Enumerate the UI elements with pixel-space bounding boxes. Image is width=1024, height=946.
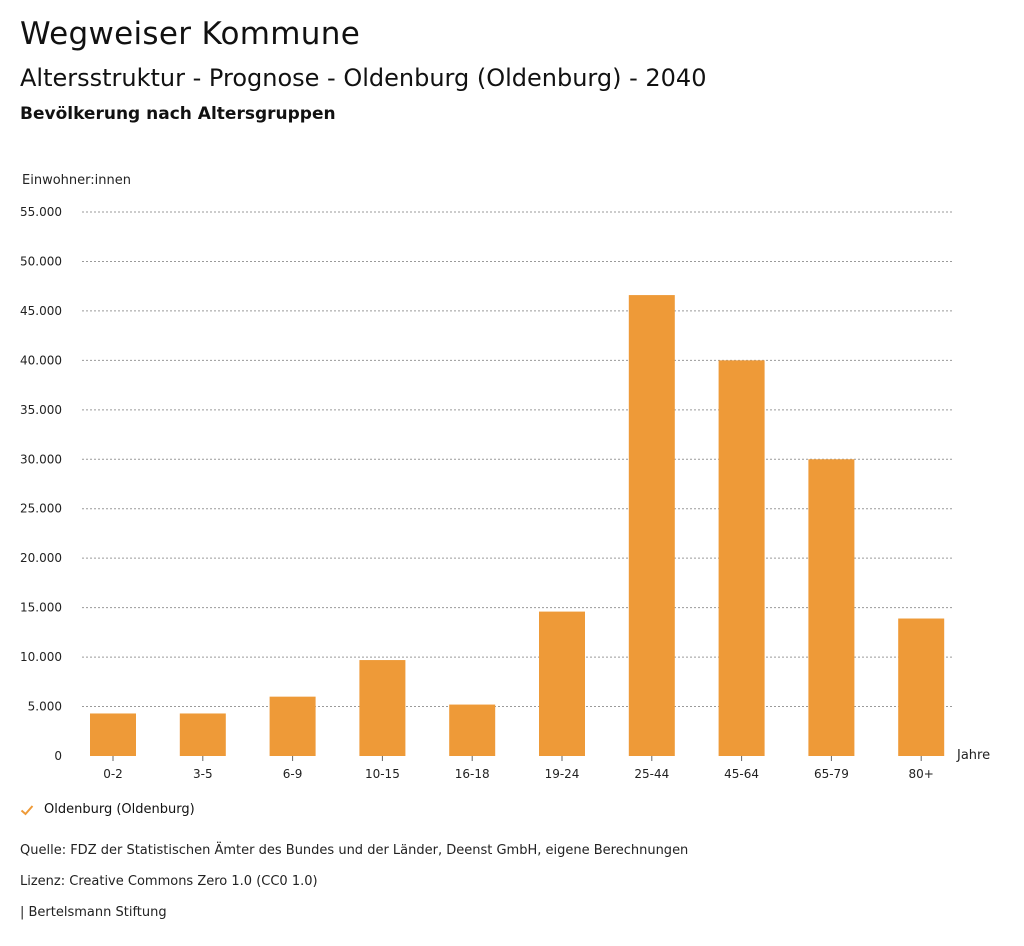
y-tick-label: 30.000 (20, 452, 62, 466)
bar-16-18[interactable] (449, 704, 496, 756)
y-tick-label: 40.000 (20, 353, 62, 367)
y-tick-label: 25.000 (20, 502, 62, 516)
source-note: Quelle: FDZ der Statistischen Ämter des … (20, 843, 689, 858)
y-tick-label: 55.000 (20, 205, 62, 219)
bar-80+[interactable] (898, 618, 945, 756)
legend-item[interactable]: Oldenburg (Oldenburg) (20, 802, 195, 817)
x-tick-label: 65-79 (814, 767, 849, 781)
y-axis-label: Einwohner:innen (22, 173, 131, 188)
x-axis-ticks: 0-2 3-5 6-9 10-15 16-18 19-24 25-44 45-64 65-79 8… (103, 756, 934, 781)
y-tick-label: 20.000 (20, 551, 62, 565)
y-tick-label: 45.000 (20, 304, 62, 318)
bar-3-5[interactable] (179, 713, 226, 756)
x-tick-label: 0-2 (103, 767, 123, 781)
chart-subtitle: Altersstruktur - Prognose - Oldenburg (O… (20, 64, 707, 92)
x-tick-label: 16-18 (455, 767, 490, 781)
page-title: Wegweiser Kommune (20, 16, 361, 52)
x-tick-label: 6-9 (283, 767, 303, 781)
y-axis-ticks: 0 5.000 10.000 15.000 20.000 25.000 30.000 35.0… (20, 205, 62, 763)
bar-19-24[interactable] (539, 611, 585, 756)
legend-label: Oldenburg (Oldenburg) (44, 802, 195, 817)
chart-subsubtitle: Bevölkerung nach Altersgruppen (20, 104, 336, 124)
bar-25-44[interactable] (628, 295, 675, 756)
bar-0-2[interactable] (90, 713, 136, 756)
x-tick-label: 45-64 (724, 767, 759, 781)
x-tick-label: 10-15 (365, 767, 400, 781)
y-tick-label: 15.000 (20, 601, 62, 615)
y-tick-label: 50.000 (20, 254, 62, 268)
x-tick-label: 80+ (909, 767, 934, 781)
bar-6-9[interactable] (269, 696, 316, 756)
y-tick-label: 0 (54, 749, 62, 763)
x-axis-label: Jahre (956, 748, 990, 763)
bar-65-79[interactable] (808, 459, 855, 756)
check-icon (20, 804, 34, 815)
publisher-note: | Bertelsmann Stiftung (20, 905, 167, 920)
grid-lines (82, 211, 952, 708)
y-tick-label: 5.000 (28, 700, 62, 714)
y-tick-label: 35.000 (20, 403, 62, 417)
bar-45-64[interactable] (718, 360, 765, 756)
x-tick-label: 19-24 (545, 767, 580, 781)
bar-chart: 0 5.000 10.000 15.000 20.000 25.000 30.000 35.0… (20, 173, 990, 781)
bar-10-15[interactable] (359, 660, 406, 756)
license-note: Lizenz: Creative Commons Zero 1.0 (CC0 1… (20, 874, 318, 889)
y-tick-label: 10.000 (20, 650, 62, 664)
x-tick-label: 25-44 (634, 767, 669, 781)
bars (90, 295, 945, 756)
x-tick-label: 3-5 (193, 767, 213, 781)
